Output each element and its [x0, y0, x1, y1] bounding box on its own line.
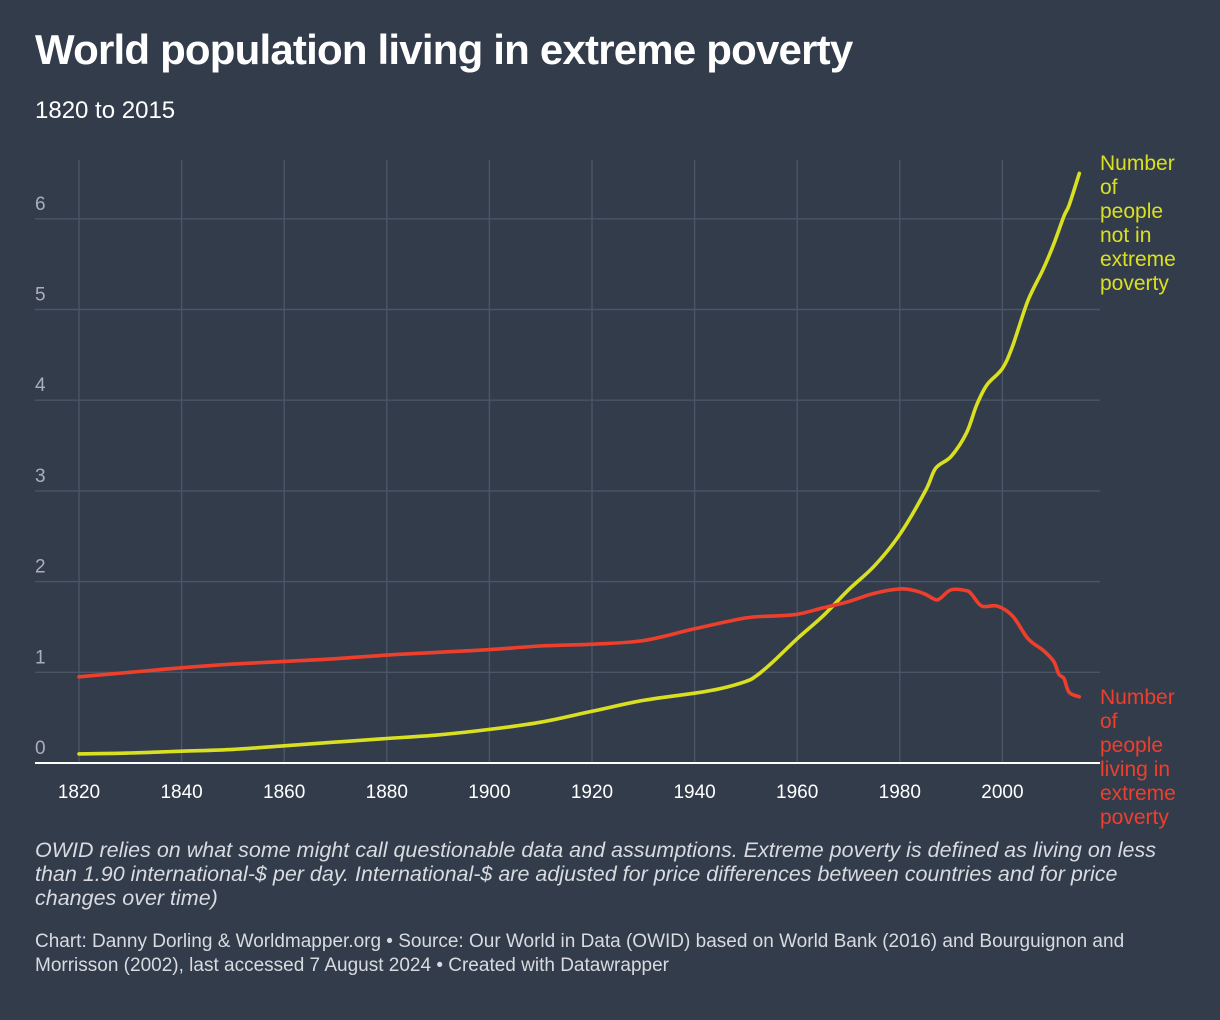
chart-source: Chart: Danny Dorling & Worldmapper.org •…	[35, 931, 1125, 976]
series-label-line: of	[1100, 176, 1118, 199]
x-tick-label: 1920	[571, 782, 613, 803]
x-tick-label: 1860	[263, 782, 305, 803]
series-line-in-poverty	[77, 586, 1082, 699]
x-tick-label: 1900	[468, 782, 510, 803]
y-tick-label: 4	[35, 375, 46, 396]
line-chart: 1820 1840 1860 1880 1900 1920 1940 1960 1980 2000…	[35, 152, 1176, 829]
label-not-in-poverty: Number of people not in extreme poverty	[1100, 152, 1176, 295]
chart-grid	[35, 160, 1100, 763]
series-label-line: Number	[1100, 152, 1175, 175]
y-tick-label: 5	[35, 285, 46, 306]
x-tick-label: 1960	[776, 782, 818, 803]
series-label-line: people	[1100, 200, 1163, 223]
chart-note: OWID relies on what some might call ques…	[35, 838, 1156, 910]
series-label-line: of	[1100, 710, 1118, 733]
y-tick-label: 6	[35, 194, 46, 215]
series-label-line: extreme	[1100, 782, 1176, 805]
y-tick-label: 2	[35, 557, 46, 578]
series-label-line: living in	[1100, 758, 1170, 781]
x-tick-label: 1980	[879, 782, 921, 803]
chart-axes: 1820 1840 1860 1880 1900 1920 1940 1960 1980 2000…	[35, 194, 1100, 803]
y-tick-label: 1	[35, 647, 46, 668]
x-tick-label: 1840	[160, 782, 202, 803]
label-in-poverty: Number of people living in extreme poverty	[1100, 686, 1176, 829]
series-line-not-in-poverty	[77, 171, 1082, 756]
chart-subtitle: 1820 to 2015	[35, 97, 176, 124]
y-tick-label: 3	[35, 466, 46, 487]
chart-series	[77, 171, 1082, 756]
series-label-line: poverty	[1100, 272, 1169, 295]
x-tick-label: 1880	[366, 782, 408, 803]
x-tick-label: 1940	[673, 782, 715, 803]
series-labels: Number of people not in extreme povertyNumber…	[1100, 152, 1176, 829]
y-tick-label: 0	[35, 738, 46, 759]
series-label-line: poverty	[1100, 806, 1169, 829]
series-label-line: Number	[1100, 686, 1175, 709]
x-tick-label: 1820	[58, 782, 100, 803]
series-label-line: extreme	[1100, 248, 1176, 271]
series-label-line: not in	[1100, 224, 1151, 247]
x-tick-label: 2000	[981, 782, 1023, 803]
chart-title: World population living in extreme pover…	[35, 26, 853, 73]
series-label-line: people	[1100, 734, 1163, 757]
